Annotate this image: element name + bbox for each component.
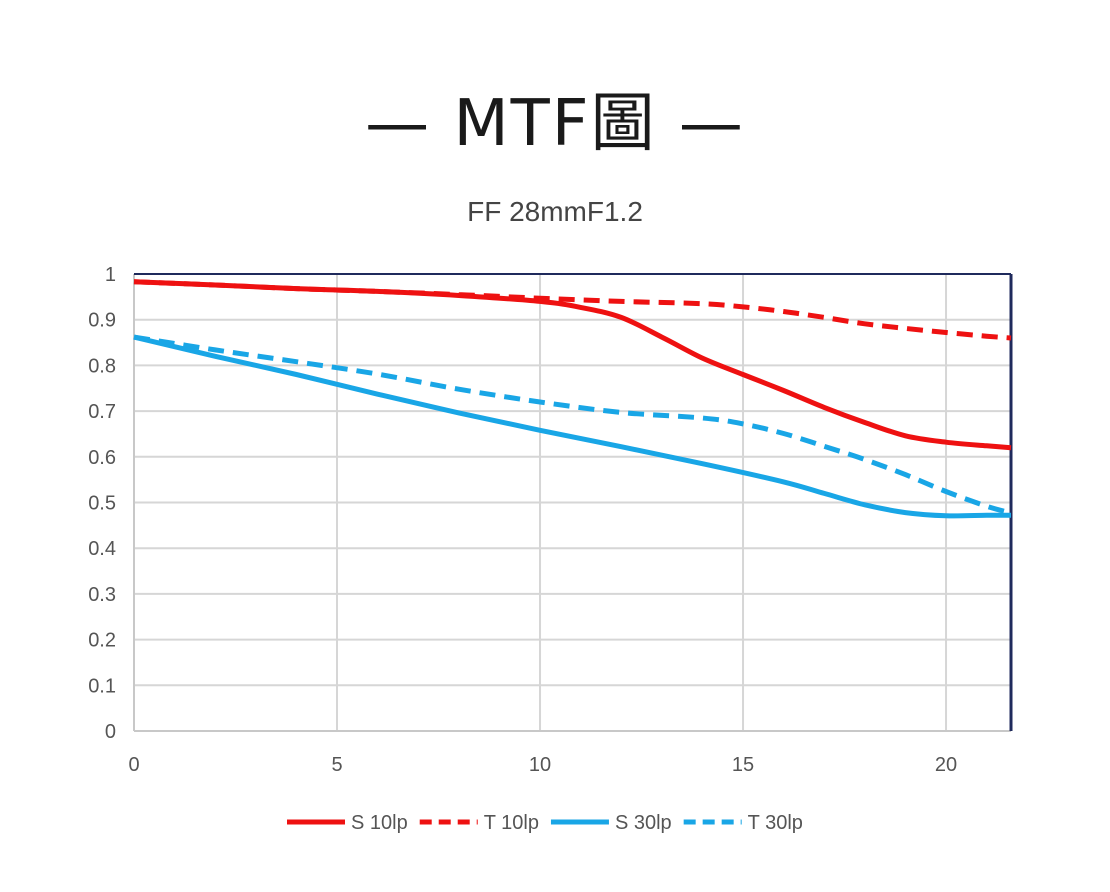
title-dash-right: — (678, 87, 745, 161)
y-tick-label: 0.7 (88, 401, 116, 423)
y-tick-label: 0.3 (88, 584, 116, 606)
y-tick-label: 0.5 (88, 493, 116, 515)
title-dash-left: — (365, 87, 432, 161)
legend-s-10lp-label: S 10lp (351, 812, 408, 834)
series-line-t-10lp (133, 279, 1012, 341)
y-tick-label: 0.1 (88, 675, 116, 697)
y-tick-label: 1 (105, 264, 116, 286)
chart-title: FF 28mmF1.2 (467, 196, 643, 227)
x-tick-label: 0 (128, 754, 139, 776)
title-text: MTF圖 (453, 87, 657, 161)
x-tick-label: 10 (529, 754, 551, 776)
legend-t-10lp-label: T 10lp (484, 812, 539, 834)
series-line-s-30lp (133, 334, 1012, 519)
page-title: — MTF圖 — (0, 72, 1110, 164)
x-tick-label: 15 (732, 754, 754, 776)
x-tick-label: 20 (935, 754, 957, 776)
y-tick-label: 0.4 (88, 538, 116, 560)
y-tick-label: 0.8 (88, 355, 116, 377)
y-tick-label: 0.9 (88, 310, 116, 332)
y-tick-label: 0.2 (88, 630, 116, 652)
y-tick-label: 0.6 (88, 447, 116, 469)
legend-t-30lp-label: T 30lp (748, 812, 803, 834)
legend-s-30lp-label: S 30lp (615, 812, 672, 834)
series-line-t-30lp (133, 334, 1012, 516)
x-tick-label: 5 (331, 754, 342, 776)
y-tick-label: 0 (105, 721, 116, 743)
